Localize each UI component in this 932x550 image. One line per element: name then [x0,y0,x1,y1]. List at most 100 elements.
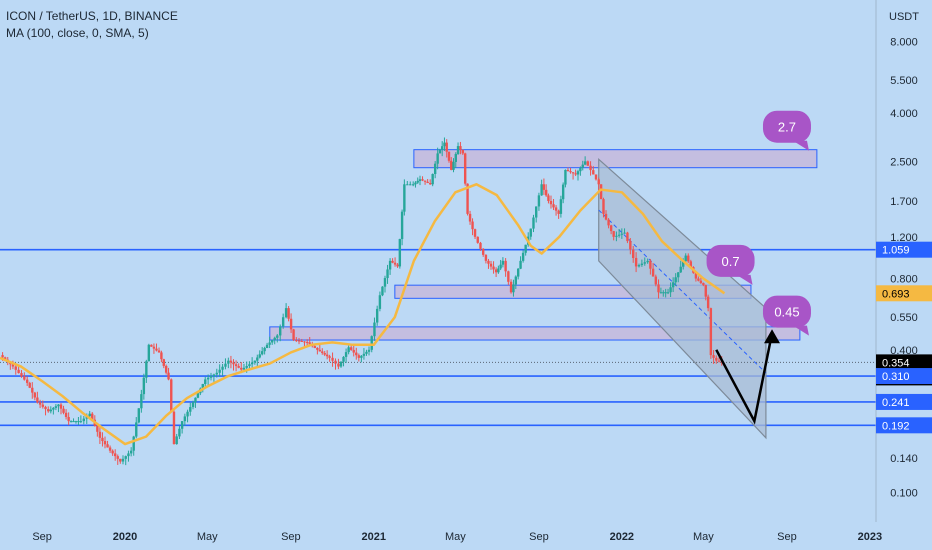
candle-body [559,199,563,214]
candle-body [620,233,624,235]
candle-body [218,369,221,373]
candle-body [476,236,479,243]
candle-body [132,436,135,451]
candle-body [72,421,75,423]
candle-body [428,183,432,185]
candle-body [540,184,543,196]
candle-body [411,184,415,186]
candle-body [221,366,224,370]
candle-body [682,261,685,267]
candle-body [554,207,558,211]
candle-body [164,365,168,373]
candle-body [564,169,567,185]
candle-body [150,344,153,347]
price-badge-bg [876,417,932,434]
candle-body [712,355,715,358]
candle-body [352,349,355,353]
price-badge-text: 0.192 [882,420,910,432]
candle-body [256,357,259,361]
candle-body [279,326,282,336]
candle-body [360,355,363,358]
target-bubble-2: 0.45 [762,295,811,336]
candle-body [325,354,329,357]
candle-body [499,264,502,269]
candle-body [634,257,638,267]
candle-body [14,366,17,370]
candle-body [137,408,141,423]
chart-legend: ICON / TetherUS, 1D, BINANCE MA (100, cl… [6,8,178,42]
candle-body [178,428,181,437]
candle-body [229,360,233,363]
candle-body [576,171,580,175]
candle-body [447,151,451,161]
candle-body [398,239,402,267]
candle-body [289,318,293,330]
candle-body [566,169,570,172]
candle-body [157,350,161,353]
candle-body [215,372,218,375]
candle-body [41,404,45,407]
candle-body [454,154,457,162]
candle-body [445,142,448,152]
indicator-label[interactable]: MA (100, close, 0, SMA, 5) [6,26,149,40]
resistance-zone-0 [413,149,818,169]
price-badge-bg [876,354,932,371]
candle-body [466,183,469,214]
candle-body [11,364,15,367]
candle-body [597,179,600,185]
candles [1,137,723,466]
candle-body [23,376,26,380]
candle-body [367,349,371,352]
candle-body [396,264,399,267]
candle-body [300,340,303,342]
candle-body [321,351,324,354]
candle-body [308,342,311,345]
candle-body [82,418,86,422]
candle-body [204,379,207,385]
target-bubble-1: 0.7 [706,244,755,285]
candle-body [497,268,500,273]
candle-body [209,376,213,378]
price-tick-4: 1.700 [890,196,918,208]
candle-body [59,404,63,409]
candle-body [403,184,406,212]
candle-body [524,244,527,253]
candle-body [461,149,465,154]
time-tick-7: 2022 [610,531,634,543]
candle-body [36,397,39,403]
price-badge-bg [876,285,932,302]
candle-body [706,296,710,309]
candle-body [617,234,621,236]
candle-body [468,213,472,222]
candle-body [697,278,700,281]
price-badge-price-2: 0.354 [876,354,932,371]
symbol-title[interactable]: ICON / TetherUS, 1D, BINANCE [6,9,178,23]
candle-body [88,413,91,417]
candle-body [664,292,667,294]
candle-body [108,447,112,451]
price-tick-0: 8.000 [890,37,918,49]
candle-body [121,458,125,462]
candle-body [421,179,424,181]
candle-body [579,167,582,172]
candle-body [514,276,518,285]
candle-body [303,341,306,343]
price-tick-9: 0.140 [890,453,918,465]
candle-body [284,308,288,318]
candle-body [574,173,577,175]
price-tick-7: 0.550 [890,312,918,324]
candle-body [79,421,83,423]
price-badge-bg [876,368,932,385]
candle-body [416,180,419,183]
candle-body [571,172,575,174]
candle-body [443,142,446,147]
price-badge-hline-5: 0.241 [876,393,932,410]
candle-body [250,362,254,365]
candle-body [589,165,592,171]
candle-body [594,174,598,180]
candle-body [459,146,462,150]
time-axis-bg [0,522,932,550]
candle-body [494,269,498,273]
